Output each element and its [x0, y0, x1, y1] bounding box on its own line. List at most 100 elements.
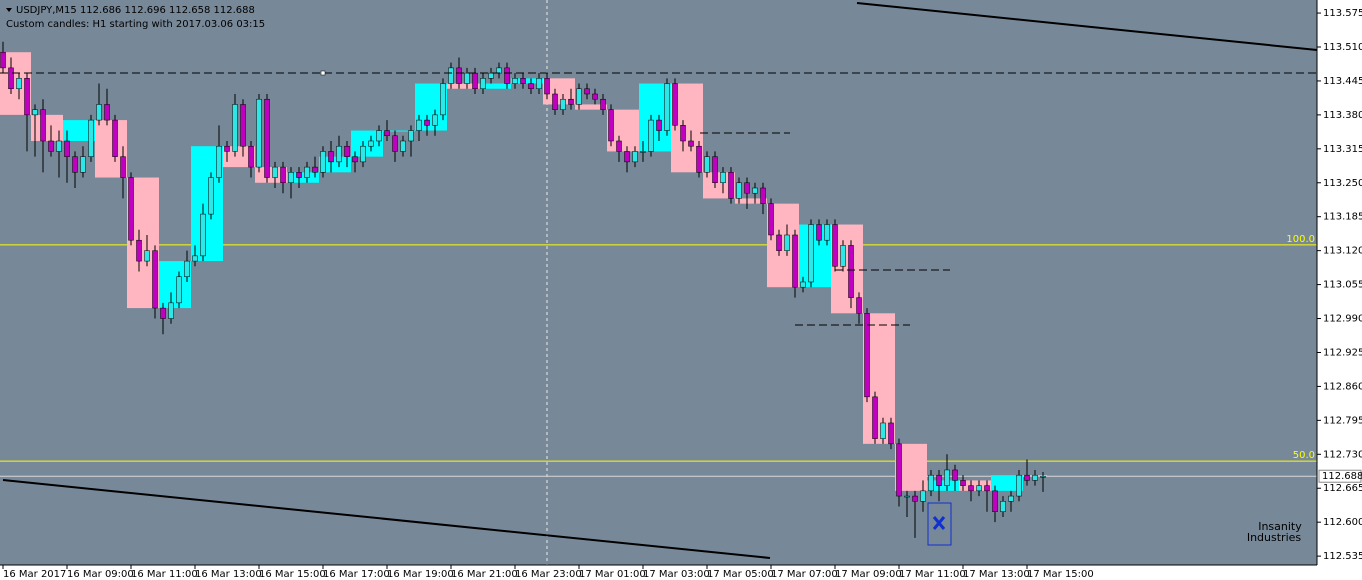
candle-body	[392, 135, 398, 152]
candle-body	[904, 495, 910, 498]
candle-body	[448, 67, 454, 84]
y-tick-label: 113.445	[1323, 76, 1362, 87]
candle-body	[264, 98, 270, 178]
candle-body	[152, 250, 158, 309]
candle-body	[560, 98, 566, 110]
candle-body	[752, 187, 758, 194]
candle-body	[400, 140, 406, 152]
candle-body	[24, 78, 30, 116]
candle-body	[1000, 501, 1006, 512]
candle-body	[360, 145, 366, 163]
candle-body	[888, 422, 894, 445]
candle-body	[384, 130, 390, 137]
x-tick-label: 16 Mar 23:00	[515, 569, 582, 580]
level-label: 100.0	[1286, 234, 1315, 245]
candle-body	[488, 72, 494, 79]
candle-body	[576, 88, 582, 105]
candle-body	[440, 83, 446, 116]
candle-body	[600, 98, 606, 110]
h1-candle	[927, 480, 959, 491]
candle-body	[960, 480, 966, 486]
candle-body	[928, 474, 934, 492]
candle-body	[936, 474, 942, 486]
marks	[0, 41, 1047, 538]
header-arrow	[6, 8, 12, 12]
candle-body	[224, 145, 230, 152]
candle-body	[984, 485, 990, 492]
candle-body	[32, 109, 38, 116]
h1-candle	[575, 104, 607, 110]
candle-body	[896, 443, 902, 497]
candle-body	[192, 255, 198, 262]
candle-body	[648, 119, 654, 152]
h1-candle	[383, 130, 415, 132]
chart-subtitle: Custom candles: H1 starting with 2017.03…	[6, 19, 265, 30]
candle-body	[160, 307, 166, 319]
candle-body	[704, 156, 710, 173]
candle-body	[320, 151, 326, 173]
h1-candle	[223, 146, 255, 168]
candle-body	[216, 145, 222, 178]
candle-body	[688, 140, 694, 147]
x-tick-label: 16 Mar 15:00	[259, 569, 326, 580]
candle-body	[344, 145, 350, 157]
candle-body	[64, 140, 70, 157]
candle-body	[808, 224, 814, 283]
candle-body	[608, 109, 614, 142]
candle-body	[744, 182, 750, 194]
candle-body	[1024, 474, 1030, 481]
x-tick-label: 16 Mar 11:00	[131, 569, 198, 580]
candle-body	[136, 239, 142, 262]
trend-line	[2, 479, 771, 559]
x-tick-label: 16 Mar 2017	[3, 569, 66, 580]
h1-candle	[31, 114, 63, 141]
candle-body	[128, 177, 134, 241]
candle-body	[232, 104, 238, 152]
candle-body	[112, 119, 118, 157]
x-tick-label: 17 Mar 07:00	[771, 569, 838, 580]
candle-body	[968, 485, 974, 492]
candle-body	[432, 114, 438, 126]
h1-candle	[511, 78, 543, 84]
h1-candle	[991, 475, 1023, 491]
candle-body	[568, 98, 574, 105]
candle-body	[120, 156, 126, 178]
candle-body	[96, 104, 102, 121]
candle-body	[72, 156, 78, 173]
candle-body	[584, 88, 590, 95]
candle-body	[416, 119, 422, 131]
y-tick-label: 112.665	[1323, 483, 1362, 494]
y-tick-label: 113.055	[1323, 280, 1362, 291]
price-tag	[1318, 469, 1362, 483]
candle-body	[352, 156, 358, 163]
candle-body	[504, 67, 510, 84]
logo-text: Insanity	[1258, 520, 1302, 533]
candle-body	[712, 156, 718, 184]
candle-body	[768, 203, 774, 236]
candle-body	[856, 297, 862, 314]
candle-body	[720, 172, 726, 184]
level-label: 50.0	[1293, 450, 1315, 461]
x-tick-label: 17 Mar 09:00	[835, 569, 902, 580]
candle-body	[104, 104, 110, 121]
price-tag-label: 112.688	[1322, 471, 1362, 482]
candle-body	[680, 125, 686, 142]
x-icon	[932, 516, 946, 530]
candle-body	[272, 166, 278, 178]
candle-body	[536, 78, 542, 90]
candle-body	[832, 224, 838, 267]
candle-body	[296, 172, 302, 178]
candle-body	[792, 234, 798, 288]
candle-body	[800, 281, 806, 288]
candle-body	[288, 172, 294, 184]
candle-body	[80, 156, 86, 173]
candle-body	[816, 224, 822, 241]
candle-body	[16, 78, 22, 90]
candle-body	[912, 495, 918, 502]
y-tick-label: 112.925	[1323, 347, 1362, 358]
y-tick-label: 113.575	[1323, 8, 1362, 19]
candle-body	[880, 422, 886, 439]
candle-body	[512, 78, 518, 84]
candle-body	[464, 72, 470, 84]
